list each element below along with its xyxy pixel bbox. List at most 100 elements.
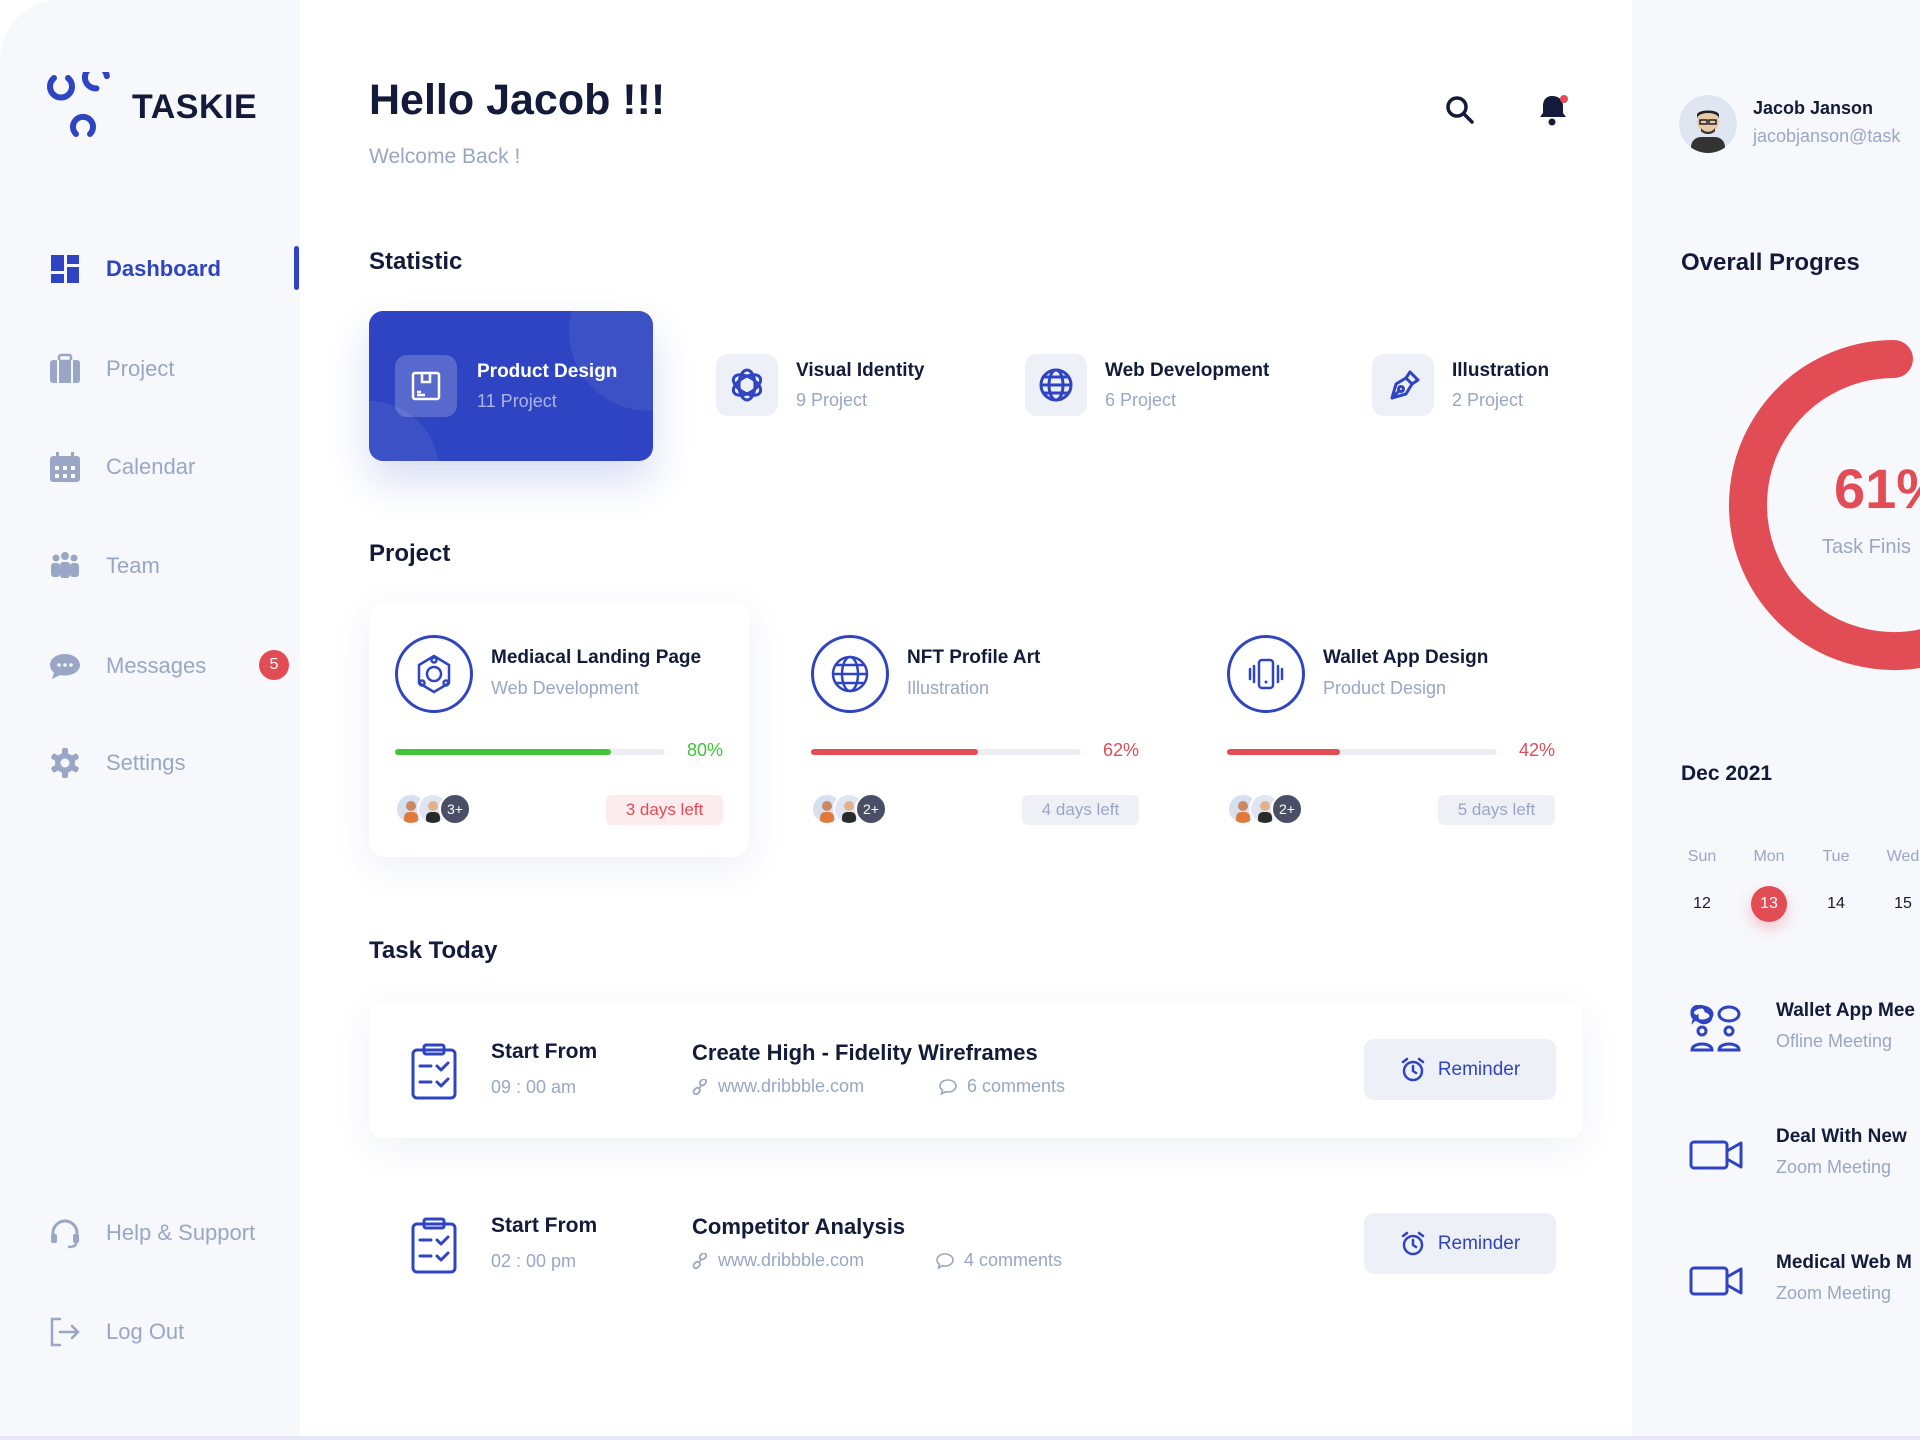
clipboard-check-icon bbox=[411, 1043, 457, 1100]
project-category: Illustration bbox=[907, 678, 990, 698]
progress-fill bbox=[395, 749, 611, 755]
calendar-date[interactable]: 15 bbox=[1894, 895, 1912, 912]
sidebar: TASKIE Dashboard Project Calendar Team M… bbox=[0, 0, 300, 1440]
calendar-icon bbox=[50, 452, 80, 482]
sidebar-item-label: Team bbox=[106, 553, 160, 578]
days-left-badge: 4 days left bbox=[1022, 795, 1139, 825]
stat-title: Web Development bbox=[1105, 360, 1270, 381]
sidebar-item-help-support[interactable]: Help & Support bbox=[0, 1208, 300, 1258]
event-title[interactable]: Medical Web M bbox=[1776, 1252, 1912, 1273]
reminder-label: Reminder bbox=[1437, 1058, 1521, 1080]
overall-progress-heading: Overall Progres bbox=[1681, 249, 1860, 276]
sidebar-item-dashboard[interactable]: Dashboard bbox=[0, 244, 300, 294]
event-title[interactable]: Wallet App Mee bbox=[1776, 1000, 1915, 1021]
calendar-date[interactable]: 14 bbox=[1827, 895, 1845, 912]
grid-icon bbox=[51, 255, 79, 283]
progress-arc bbox=[1729, 340, 1920, 670]
welcome-subtitle: Welcome Back ! bbox=[369, 145, 521, 168]
messages-badge: 5 bbox=[259, 650, 289, 680]
progress-donut bbox=[1729, 340, 1920, 670]
sidebar-item-messages[interactable]: Messages bbox=[0, 641, 300, 691]
sidebar-item-settings[interactable]: Settings bbox=[0, 738, 300, 788]
project-category: Web Development bbox=[491, 678, 639, 698]
sidebar-item-label: Dashboard bbox=[106, 256, 221, 281]
headset-icon bbox=[51, 1219, 79, 1249]
link-icon bbox=[692, 1078, 708, 1095]
task-row[interactable]: Start From 02 : 00 pm Competitor Analysi… bbox=[369, 1176, 1583, 1312]
stat-card-illustration[interactable]: Illustration 2 Project bbox=[1372, 354, 1549, 416]
comment-icon bbox=[936, 1252, 954, 1269]
project-heading: Project bbox=[369, 540, 451, 567]
selected-date-marker bbox=[1751, 886, 1787, 922]
calendar-day-name: Tue bbox=[1822, 848, 1850, 865]
sidebar-item-log-out[interactable]: Log Out bbox=[0, 1307, 300, 1357]
stat-count: 11 Project bbox=[477, 391, 557, 411]
sidebar-item-label: Messages bbox=[106, 653, 207, 678]
sidebar-item-team[interactable]: Team bbox=[0, 541, 300, 591]
calendar-day-name: Wed bbox=[1886, 848, 1920, 865]
task-link[interactable]: www.dribbble.com bbox=[692, 1250, 864, 1271]
calendar-month: Dec 2021 bbox=[1681, 762, 1773, 785]
stat-card-web-development[interactable]: Web Development 6 Project bbox=[1025, 354, 1269, 416]
network-icon bbox=[417, 654, 451, 694]
project-category: Product Design bbox=[1323, 678, 1447, 698]
gear-icon bbox=[51, 748, 79, 778]
more-members-count: 2+ bbox=[1271, 793, 1303, 825]
calendar-date[interactable]: 12 bbox=[1693, 895, 1711, 912]
stat-card-product-design[interactable]: Product Design 11 Project bbox=[369, 311, 653, 461]
task-link-text[interactable]: www.dribbble.com bbox=[718, 1076, 865, 1096]
right-panel bbox=[1632, 0, 1920, 1440]
sidebar-item-label: Calendar bbox=[106, 454, 196, 479]
user-avatar-icon bbox=[1691, 110, 1725, 153]
task-row[interactable]: Start From 09 : 00 am Create High - Fide… bbox=[369, 1002, 1583, 1138]
box-icon bbox=[411, 371, 441, 401]
project-card[interactable]: NFT Profile Art Illustration 62% 2+ 4 da… bbox=[785, 603, 1165, 857]
sidebar-item-label: Help & Support bbox=[106, 1220, 256, 1245]
project-card[interactable]: Wallet App Design Product Design 42% 2+ … bbox=[1201, 603, 1581, 857]
meeting-icon bbox=[1690, 1004, 1741, 1052]
task-comments[interactable]: 4 comments bbox=[936, 1250, 1062, 1271]
more-members-count: 3+ bbox=[439, 793, 471, 825]
project-icon-circle bbox=[1227, 635, 1305, 713]
comment-icon bbox=[939, 1078, 957, 1095]
event-icon-wrap bbox=[1689, 1138, 1745, 1177]
statistic-heading: Statistic bbox=[369, 248, 463, 275]
sidebar-item-calendar[interactable]: Calendar bbox=[0, 442, 300, 492]
task-comments[interactable]: 6 comments bbox=[939, 1076, 1065, 1097]
task-link[interactable]: www.dribbble.com bbox=[692, 1076, 864, 1097]
event-title[interactable]: Deal With New bbox=[1776, 1126, 1907, 1147]
stat-icon-box bbox=[1372, 354, 1434, 416]
project-card[interactable]: Mediacal Landing Page Web Development 80… bbox=[369, 603, 749, 857]
task-start-label: Start From bbox=[491, 1214, 598, 1237]
stat-icon-box bbox=[395, 355, 457, 417]
calendar-date[interactable]: 13 bbox=[1760, 895, 1778, 912]
stat-count: 6 Project bbox=[1105, 390, 1177, 410]
avatar[interactable] bbox=[1679, 95, 1737, 153]
user-name: Jacob Janson bbox=[1753, 98, 1874, 118]
globe-icon bbox=[831, 655, 869, 693]
sidebar-item-project[interactable]: Project bbox=[0, 344, 300, 394]
alarm-clock-icon bbox=[1401, 1231, 1425, 1255]
days-left-badge: 3 days left bbox=[606, 795, 723, 825]
progress-value: 61% bbox=[1834, 457, 1920, 520]
clipboard-check-icon bbox=[411, 1217, 457, 1274]
task-link-text[interactable]: www.dribbble.com bbox=[718, 1250, 865, 1270]
progress-percent: 62% bbox=[1102, 740, 1139, 760]
stat-icon-box bbox=[716, 354, 778, 416]
more-members-count: 2+ bbox=[855, 793, 887, 825]
stat-card-visual-identity[interactable]: Visual Identity 9 Project bbox=[716, 354, 924, 416]
reminder-button[interactable]: Reminder bbox=[1364, 1039, 1556, 1100]
link-icon bbox=[692, 1252, 708, 1269]
sidebar-item-label: Project bbox=[106, 356, 175, 381]
reminder-button[interactable]: Reminder bbox=[1364, 1213, 1556, 1274]
bell-icon[interactable] bbox=[1536, 92, 1570, 128]
project-title: NFT Profile Art bbox=[907, 647, 1041, 668]
stat-title: Product Design bbox=[477, 361, 618, 382]
reminder-label: Reminder bbox=[1437, 1232, 1521, 1254]
team-icon bbox=[51, 552, 79, 578]
search-icon[interactable] bbox=[1444, 94, 1476, 126]
stat-icon-box bbox=[1025, 354, 1087, 416]
logout-icon bbox=[50, 1317, 80, 1347]
bottom-border bbox=[0, 1436, 1920, 1440]
task-title: Create High - Fidelity Wireframes bbox=[692, 1040, 1038, 1065]
